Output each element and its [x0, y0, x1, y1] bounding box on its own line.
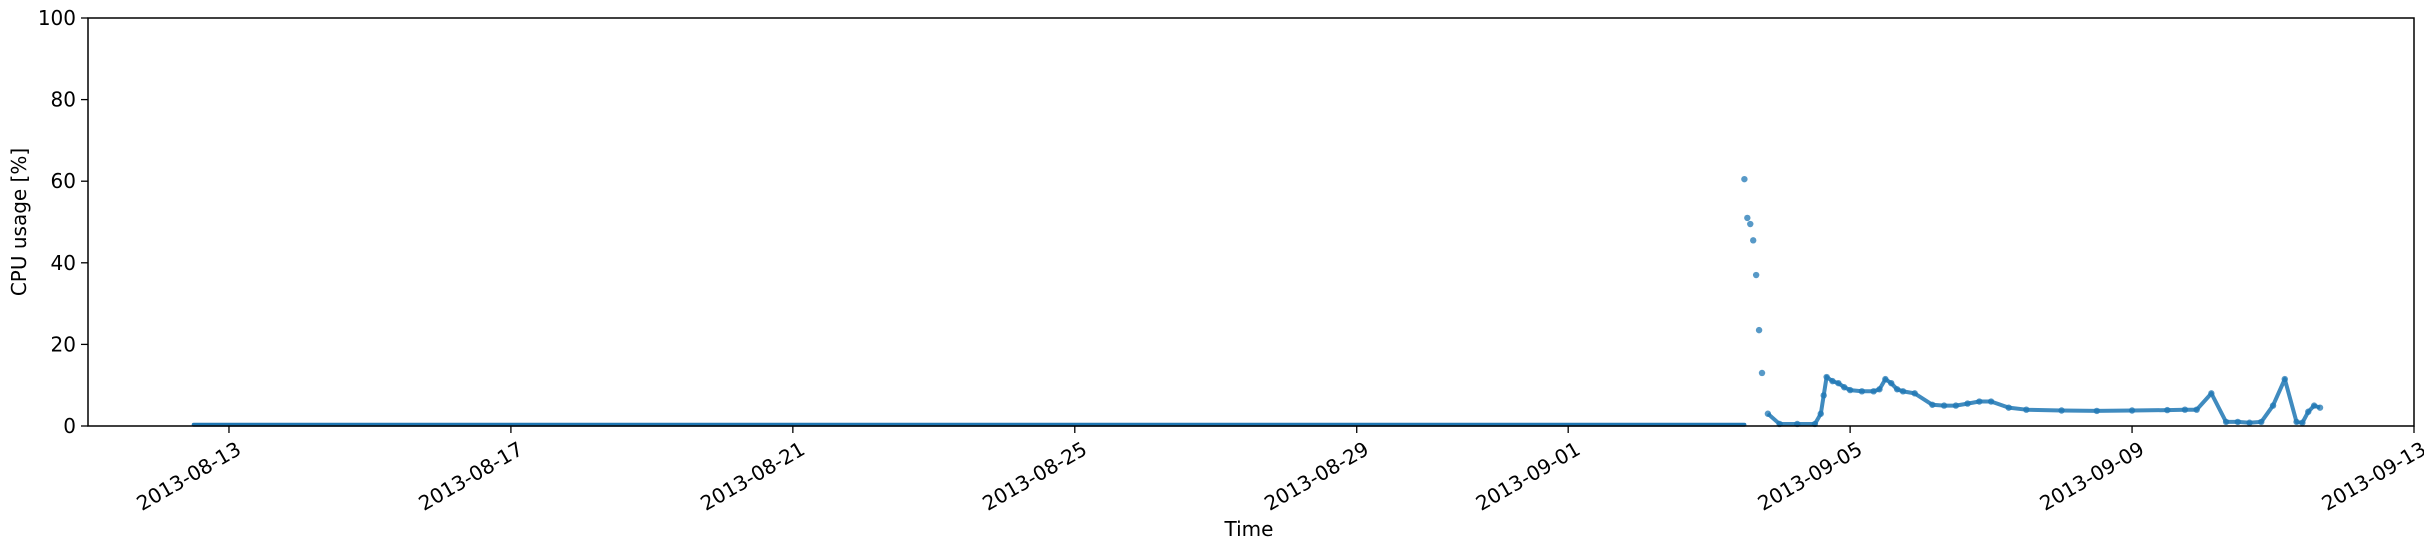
plot-frame [87, 17, 2415, 427]
y-axis-title: CPU usage [%] [7, 148, 31, 296]
x-axis-title: Time [1224, 517, 1274, 541]
data-point [1752, 271, 1760, 279]
y-axis-ticks: 0 20 40 60 80 100 [38, 6, 88, 438]
data-point [1747, 220, 1754, 228]
y-tick-label: 100 [38, 6, 76, 30]
data-points [191, 175, 2324, 428]
y-tick-label: 80 [51, 88, 76, 112]
data-point [1750, 237, 1757, 244]
data-point [1758, 369, 1766, 377]
data-point [1744, 214, 1751, 222]
y-tick-label: 60 [51, 169, 76, 193]
data-point [1741, 175, 1748, 183]
dense-trace [1766, 375, 2321, 426]
y-tick-label: 40 [51, 251, 76, 275]
y-tick-label: 20 [51, 332, 76, 356]
y-tick-label: 0 [63, 414, 76, 438]
data-point [1755, 326, 1763, 334]
